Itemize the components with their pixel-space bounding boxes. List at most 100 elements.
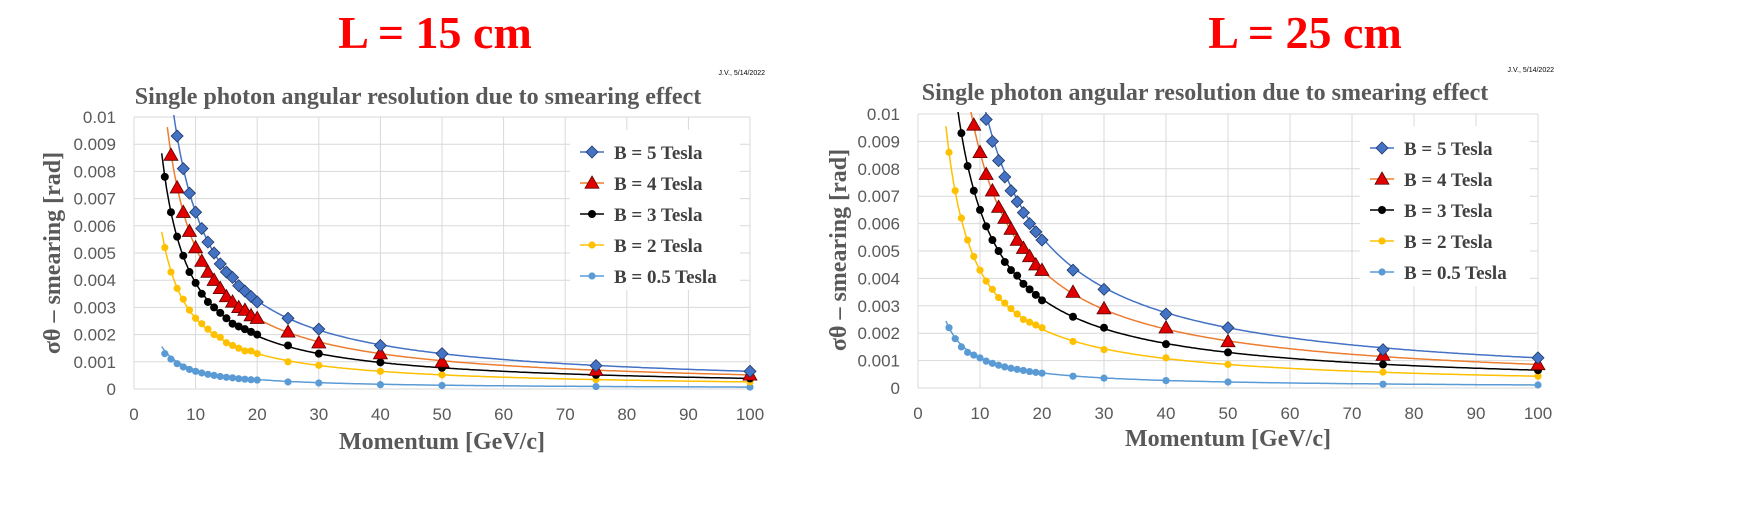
data-point (995, 293, 1003, 302)
data-point (161, 243, 169, 252)
data-point (247, 376, 255, 384)
data-point (1019, 315, 1027, 324)
data-point (195, 221, 209, 236)
x-tick-label: 0 (129, 405, 138, 424)
data-point (1032, 321, 1040, 329)
data-point (376, 367, 384, 375)
data-point (985, 134, 999, 148)
data-point (1032, 368, 1040, 376)
data-point (1038, 324, 1046, 332)
data-point (1013, 365, 1021, 373)
y-tick-label: 0.005 (857, 242, 900, 261)
legend-label: B = 4 Tesla (1404, 170, 1493, 191)
data-point (198, 369, 206, 377)
x-tick-label: 20 (248, 405, 267, 424)
data-point (280, 324, 296, 338)
chart-panel-right: L = 25 cm J.V., 5/14/2022 Single photon a… (826, 0, 1740, 514)
data-point (951, 335, 959, 343)
data-point (1007, 364, 1015, 372)
y-tick-label: 0.007 (73, 190, 116, 209)
data-point (218, 288, 235, 303)
data-point (957, 343, 965, 351)
legend-label: B = 2 Tesla (1404, 232, 1493, 253)
data-point (161, 350, 169, 358)
data-point (746, 383, 754, 391)
data-point (253, 350, 261, 358)
data-point (175, 204, 191, 218)
legend-swatch-marker (588, 210, 596, 218)
x-tick-label: 40 (1157, 404, 1176, 423)
data-point (743, 364, 757, 378)
legend-label: B = 4 Tesla (614, 174, 703, 195)
data-point (222, 339, 230, 347)
x-tick-label: 0 (913, 404, 922, 423)
data-point (1003, 221, 1019, 235)
data-point (181, 223, 198, 237)
x-tick-label: 80 (1405, 404, 1424, 423)
data-point (160, 172, 169, 181)
data-point (1038, 296, 1046, 305)
data-point (216, 308, 225, 317)
y-tick-label: 0.001 (857, 352, 900, 371)
headline: L = 15 cm (338, 7, 532, 58)
data-point (185, 268, 194, 277)
y-tick-label: 0.003 (73, 298, 116, 317)
data-point (372, 345, 389, 360)
data-point (284, 358, 292, 366)
legend-box (570, 130, 740, 290)
data-point (1224, 378, 1232, 386)
y-tick-label: 0.006 (857, 215, 900, 234)
series (979, 112, 1545, 365)
x-tick-label: 30 (309, 405, 328, 424)
data-point (222, 314, 231, 323)
data-point (167, 355, 175, 363)
data-point (963, 162, 972, 171)
x-tick-label: 40 (371, 405, 390, 424)
data-point (253, 376, 261, 384)
data-point (176, 162, 190, 176)
data-point (988, 359, 996, 367)
data-point (982, 357, 990, 365)
data-point (173, 232, 182, 241)
data-point (250, 295, 264, 309)
data-point (187, 239, 204, 254)
x-tick-label: 100 (1524, 404, 1552, 423)
data-point (982, 222, 991, 231)
credit-note: J.V., 5/14/2022 (1508, 67, 1555, 74)
data-point (204, 325, 212, 333)
data-point (169, 179, 185, 194)
data-point (976, 205, 984, 214)
y-tick-label: 0.008 (857, 160, 900, 179)
data-point (990, 199, 1007, 213)
legend-swatch-marker (1375, 141, 1389, 155)
data-point (1031, 290, 1040, 299)
chart-title: Single photon angular resolution due to … (135, 84, 701, 110)
data-point (957, 129, 966, 138)
data-point (189, 205, 203, 219)
data-point (212, 280, 228, 295)
series (945, 126, 1542, 380)
data-point (244, 289, 258, 304)
y-tick-label: 0.005 (73, 244, 116, 263)
x-tick-label: 50 (1219, 404, 1238, 423)
data-point (1100, 346, 1108, 354)
data-point (192, 367, 200, 375)
data-point (982, 277, 990, 285)
legend-swatch-marker (1378, 268, 1386, 276)
data-point (957, 214, 965, 222)
x-tick-label: 10 (971, 404, 990, 423)
legend: B = 5 Tesla B = 4 Tesla B = 3 Tesla B = 2 T… (1360, 126, 1530, 286)
data-point (235, 375, 243, 383)
x-tick-label: 90 (1467, 404, 1486, 423)
data-point (988, 285, 996, 293)
data-point (1010, 195, 1024, 209)
data-point (222, 373, 230, 381)
data-point (945, 148, 953, 156)
y-tick-label: 0.009 (857, 132, 900, 151)
data-point (1159, 307, 1173, 321)
x-tick-label: 80 (617, 405, 636, 424)
legend-swatch-marker (1374, 171, 1390, 185)
chart-svg: J.V., 5/14/2022 Single photon angular res… (826, 67, 1555, 452)
x-axis-label: Momentum [GeV/c] (339, 429, 545, 455)
y-tick-label: 0.002 (73, 326, 116, 345)
